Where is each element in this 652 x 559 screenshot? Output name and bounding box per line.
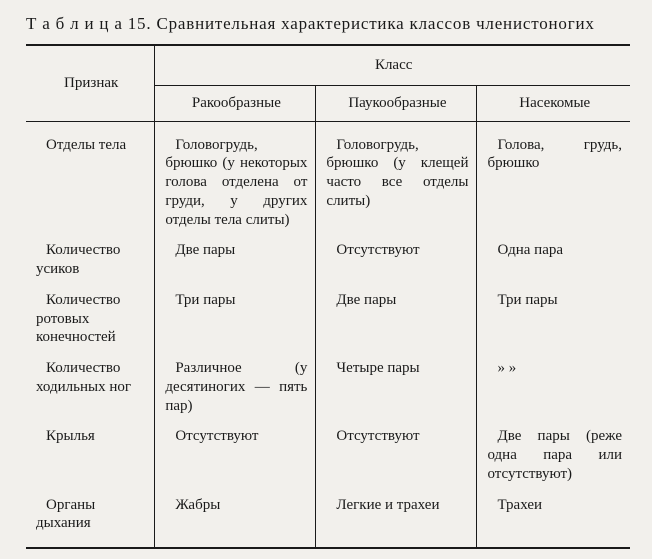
- value-cell: Три пары: [155, 285, 316, 353]
- header-feature: Признак: [26, 45, 155, 121]
- value-cell: Две пары: [316, 285, 477, 353]
- table-caption: Т а б л и ц а 15. Сравнительная характер…: [26, 14, 630, 34]
- table-row: Количество усиков Две пары Отсутствуют О…: [26, 235, 630, 285]
- value-cell: Головогрудь, брюшко (у клещей часто все …: [316, 121, 477, 235]
- table-row: Количество ходильных ног Различное (у де…: [26, 353, 630, 421]
- value-cell: Две пары: [155, 235, 316, 285]
- comparison-table: Признак Класс Ракообразные Паукообразные…: [26, 44, 630, 549]
- feature-cell: Органы дыхания: [26, 490, 155, 549]
- value-cell: Отсутствуют: [316, 421, 477, 489]
- table-row: Количество ротовых конечностей Три пары …: [26, 285, 630, 353]
- feature-cell: Количество ходильных ног: [26, 353, 155, 421]
- value-cell: Различное (у десятиногих — пять пар): [155, 353, 316, 421]
- feature-cell: Количество ротовых конечностей: [26, 285, 155, 353]
- header-col-3: Насекомые: [477, 85, 630, 121]
- value-cell: Головогрудь, брюшко (у некоторых голова …: [155, 121, 316, 235]
- table-body: Отделы тела Головогрудь, брюшко (у некот…: [26, 121, 630, 548]
- value-cell: Отсутствуют: [155, 421, 316, 489]
- value-cell: Одна пара: [477, 235, 630, 285]
- value-cell: Жабры: [155, 490, 316, 549]
- value-cell: Легкие и трахеи: [316, 490, 477, 549]
- table-row: Органы дыхания Жабры Легкие и трахеи Тра…: [26, 490, 630, 549]
- value-cell: Голова, грудь, брюшко: [477, 121, 630, 235]
- table-header: Признак Класс Ракообразные Паукообразные…: [26, 45, 630, 121]
- feature-cell: Количество усиков: [26, 235, 155, 285]
- value-cell: Трахеи: [477, 490, 630, 549]
- value-cell: Две пары (реже одна пара или отсутствуют…: [477, 421, 630, 489]
- header-col-1: Ракообразные: [155, 85, 316, 121]
- table-row: Отделы тела Головогрудь, брюшко (у некот…: [26, 121, 630, 235]
- page: Т а б л и ц а 15. Сравнительная характер…: [0, 0, 652, 559]
- feature-cell: Отделы тела: [26, 121, 155, 235]
- value-cell: Три пары: [477, 285, 630, 353]
- feature-cell: Крылья: [26, 421, 155, 489]
- value-cell: Отсутствуют: [316, 235, 477, 285]
- header-col-2: Паукообразные: [316, 85, 477, 121]
- value-cell: Четыре пары: [316, 353, 477, 421]
- table-row: Крылья Отсутствуют Отсутствуют Две пары …: [26, 421, 630, 489]
- header-class-group: Класс: [155, 45, 630, 85]
- value-cell: » »: [477, 353, 630, 421]
